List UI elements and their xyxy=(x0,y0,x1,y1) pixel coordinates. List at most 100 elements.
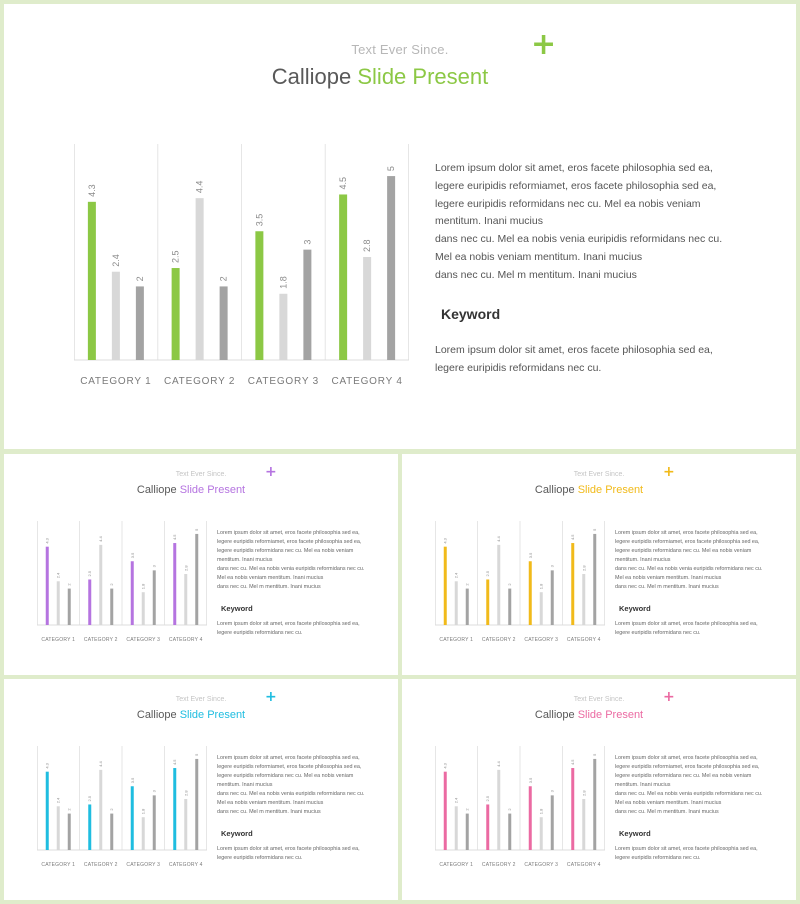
category-label: CATEGORY 4 xyxy=(169,637,203,643)
data-label: 4.3 xyxy=(45,537,50,543)
body-paragraph-2: Lorem ipsum dolor sit amet, eros facete … xyxy=(217,621,360,636)
bar xyxy=(135,286,144,360)
bar xyxy=(56,581,60,625)
slide-yellow: Text Ever Since. Calliope Slide Present … xyxy=(402,454,796,675)
data-label: 2.4 xyxy=(56,797,61,803)
data-label: 2 xyxy=(135,276,145,281)
bar xyxy=(99,544,103,625)
bar xyxy=(88,579,92,625)
bar xyxy=(67,588,71,625)
bar xyxy=(497,544,501,625)
title-plain: Calliope xyxy=(534,709,578,721)
data-label: 4.5 xyxy=(172,759,177,765)
bar xyxy=(454,806,458,850)
title-accent: Slide Present xyxy=(179,709,246,721)
data-label: 2 xyxy=(67,808,72,811)
bar xyxy=(67,813,71,850)
data-label: 2 xyxy=(109,583,114,586)
data-label: 3.5 xyxy=(130,777,135,783)
category-label: CATEGORY 2 xyxy=(164,376,235,387)
data-label: 4.4 xyxy=(195,181,205,194)
body-paragraph: Lorem ipsum dolor sit amet, eros facete … xyxy=(217,530,365,590)
plus-icon: + xyxy=(663,689,675,705)
slide-pink: Text Ever Since. Calliope Slide Present … xyxy=(402,679,796,900)
body-paragraph: Lorem ipsum dolor sit amet, eros facete … xyxy=(217,755,365,815)
slide-subtitle: Text Ever Since. xyxy=(351,42,449,57)
data-label: 3 xyxy=(302,240,312,245)
data-label: 2 xyxy=(109,808,114,811)
data-label: 2.5 xyxy=(171,251,181,264)
bar xyxy=(56,806,60,850)
data-label: 4.4 xyxy=(98,761,103,767)
data-label: 2.8 xyxy=(581,790,586,796)
data-label: 3 xyxy=(550,564,555,567)
data-label: 2.8 xyxy=(183,565,188,571)
title-accent: Slide Present xyxy=(357,64,489,89)
bar xyxy=(219,286,228,360)
bar xyxy=(465,588,469,625)
bar xyxy=(582,799,586,850)
bar xyxy=(195,198,204,360)
bar xyxy=(173,543,177,625)
slide-title: Calliope Slide Present xyxy=(4,709,378,721)
bar xyxy=(363,257,372,360)
data-label: 4.5 xyxy=(338,177,348,190)
data-label: 1.8 xyxy=(141,808,146,814)
data-label: 2.5 xyxy=(485,570,490,576)
title-plain: Calliope xyxy=(271,64,358,89)
data-label: 4.3 xyxy=(87,184,97,197)
data-label: 4.3 xyxy=(443,762,448,768)
slide-purple: Text Ever Since. Calliope Slide Present … xyxy=(4,454,398,675)
data-label: 3.5 xyxy=(130,552,135,558)
category-label: CATEGORY 4 xyxy=(169,862,203,868)
bar xyxy=(454,581,458,625)
data-label: 5 xyxy=(592,528,597,531)
data-label: 2.4 xyxy=(454,797,459,803)
category-label: CATEGORY 3 xyxy=(248,376,319,387)
data-label: 3 xyxy=(152,564,157,567)
data-label: 2.8 xyxy=(362,239,372,252)
bar-chart: 4.3 2.4 2 CATEGORY 1 2.5 4.4 2 CATEGORY 2 3.5 1.8… xyxy=(74,144,409,387)
bar-chart: 4.3 2.4 2 CATEGORY 1 2.5 4.4 2 CATEGORY 2 3.5 1.8… xyxy=(37,521,207,643)
body-paragraph-2: Lorem ipsum dolor sit amet, eros facete … xyxy=(435,344,713,374)
bar xyxy=(387,176,396,360)
bar xyxy=(508,813,512,850)
data-label: 4.4 xyxy=(496,536,501,542)
plus-icon: + xyxy=(265,689,277,705)
bar xyxy=(195,758,199,850)
bar xyxy=(539,817,543,850)
data-label: 2.5 xyxy=(87,570,92,576)
bar xyxy=(279,293,288,360)
data-label: 2.4 xyxy=(454,572,459,578)
category-label: CATEGORY 4 xyxy=(331,376,402,387)
data-label: 2.5 xyxy=(485,795,490,801)
bar xyxy=(152,795,156,850)
data-label: 2.5 xyxy=(87,795,92,801)
body-paragraph: Lorem ipsum dolor sit amet, eros facete … xyxy=(615,755,763,815)
bar xyxy=(486,804,490,850)
bar xyxy=(571,543,575,625)
data-label: 4.4 xyxy=(496,761,501,767)
bar xyxy=(528,786,532,850)
bar xyxy=(550,795,554,850)
bar-chart: 4.3 2.4 2 CATEGORY 1 2.5 4.4 2 CATEGORY 2 3.5 1.8… xyxy=(37,746,207,868)
bar xyxy=(528,561,532,625)
data-label: 2 xyxy=(507,808,512,811)
bar xyxy=(508,588,512,625)
category-label: CATEGORY 1 xyxy=(80,376,151,387)
data-label: 2.8 xyxy=(183,790,188,796)
data-label: 1.8 xyxy=(539,808,544,814)
category-label: CATEGORY 2 xyxy=(84,862,118,868)
slide-subtitle: Text Ever Since. xyxy=(573,696,625,703)
title-plain: Calliope xyxy=(136,709,180,721)
data-label: 3 xyxy=(550,789,555,792)
data-label: 4.5 xyxy=(570,534,575,540)
title-accent: Slide Present xyxy=(577,709,644,721)
category-label: CATEGORY 2 xyxy=(482,637,516,643)
bar xyxy=(443,771,447,850)
bar xyxy=(141,817,145,850)
bar xyxy=(195,533,199,625)
data-label: 2.8 xyxy=(581,565,586,571)
bar xyxy=(99,769,103,850)
category-label: CATEGORY 3 xyxy=(126,637,160,643)
